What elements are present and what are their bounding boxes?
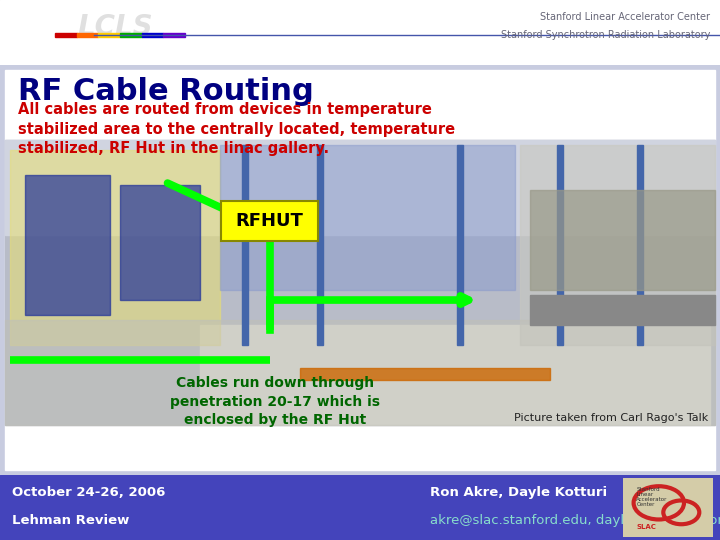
Bar [99,33,120,37]
Text: Picture taken from Carl Rago's Talk: Picture taken from Carl Rago's Talk [514,413,708,423]
Bar [10,150,220,345]
Text: Stanford: Stanford [636,487,660,492]
Bar [530,190,715,290]
Text: akre@slac.stanford.edu, dayle@slac.stanford.edu: akre@slac.stanford.edu, dayle@slac.stanf… [430,514,720,526]
Bar [520,145,715,345]
Text: SLAC: SLAC [636,524,656,530]
Bar [317,145,323,345]
Bar [5,140,715,235]
Text: LCLS: LCLS [77,13,153,41]
Bar [242,145,248,345]
Bar [120,185,200,300]
Text: RF Cable Routing: RF Cable Routing [18,77,314,106]
Bar [10,150,220,345]
FancyBboxPatch shape [221,201,318,241]
Bar [220,145,515,290]
Bar [120,33,142,37]
Text: Center: Center [636,502,654,507]
Text: Cables run down through
penetration 20-17 which is
enclosed by the RF Hut: Cables run down through penetration 20-1… [170,376,380,427]
Text: Accelerator: Accelerator [636,497,667,502]
Text: Stanford Linear Accelerator Center: Stanford Linear Accelerator Center [540,12,710,22]
Bar [457,145,463,345]
Bar [200,325,710,425]
Text: Lehman Review: Lehman Review [12,514,130,526]
Bar [76,33,99,37]
Text: Ron Akre, Dayle Kotturi: Ron Akre, Dayle Kotturi [430,485,607,498]
Bar [55,33,76,37]
Bar [300,368,550,380]
Bar [637,145,643,345]
Bar [5,140,715,425]
Bar [25,175,110,315]
Bar [557,145,563,345]
Text: October 24-26, 2006: October 24-26, 2006 [12,485,166,498]
Bar [220,145,515,290]
Bar [5,320,715,425]
Bar [163,33,185,37]
Text: Linear: Linear [636,492,654,497]
Text: All cables are routed from devices in temperature
stabilized area to the central: All cables are routed from devices in te… [18,102,455,157]
Text: Stanford Synchrotron Radiation Laboratory: Stanford Synchrotron Radiation Laborator… [500,30,710,40]
Text: RFHUT: RFHUT [235,212,303,230]
Bar [142,33,163,37]
Bar [530,295,715,325]
